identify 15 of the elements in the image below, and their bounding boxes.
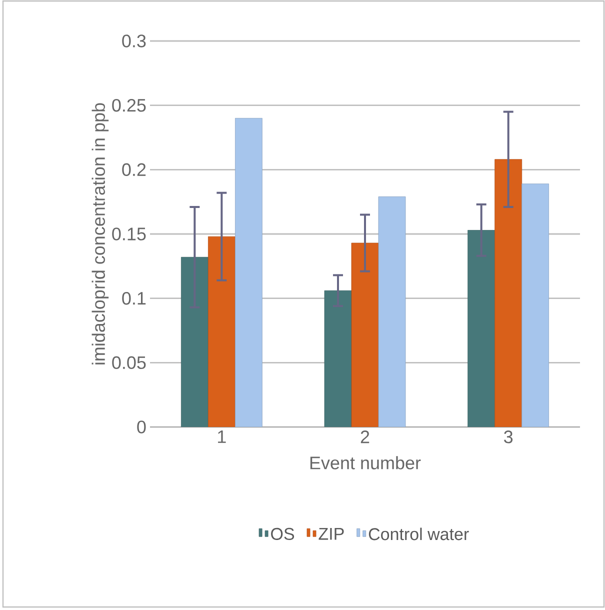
y-tick-label: 0.3: [122, 34, 146, 48]
y-tick-label: 0.2: [122, 163, 146, 176]
x-tick-label: 1: [218, 430, 226, 443]
legend-label: ZIP: [318, 528, 344, 540]
legend-label: OS: [271, 528, 294, 540]
y-tick-label: 0.25: [112, 98, 146, 112]
x-axis-title: Event number: [310, 456, 421, 470]
y-tick-label: 0: [137, 420, 146, 434]
y-tick-label: 0.05: [112, 356, 146, 370]
y-axis-title: imidacloprid concentration in ppb: [92, 103, 109, 364]
y-tick-label: 0.1: [122, 292, 146, 305]
legend-label: Control water: [368, 528, 469, 540]
x-tick-label: 3: [504, 430, 513, 444]
x-tick-label: 2: [360, 430, 370, 444]
y-tick-label: 0.15: [112, 228, 146, 240]
